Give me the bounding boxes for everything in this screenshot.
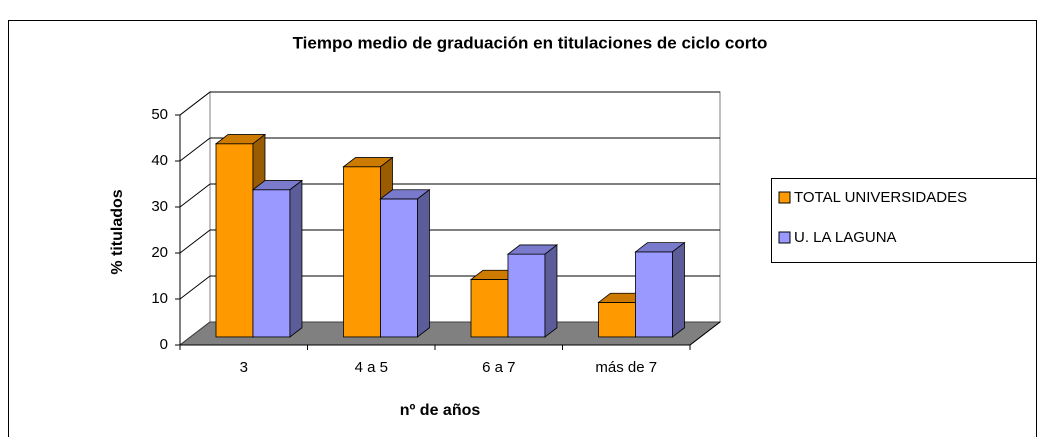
y-tick-label: 10: [151, 290, 168, 307]
grid-line-side: [179, 275, 211, 300]
bar: [470, 279, 509, 338]
grid-line-side: [179, 137, 211, 162]
grid-line-side: [179, 91, 211, 116]
chart-title: Tiempo medio de graduación en titulacion…: [293, 33, 768, 52]
y-tick-label: 0: [160, 336, 168, 353]
bar-side: [544, 244, 558, 338]
x-tick-label: 3: [240, 359, 248, 376]
side-wall: [179, 90, 211, 347]
bar: [507, 253, 546, 338]
legend-swatch: [778, 191, 791, 204]
y-axis-title: % titulados: [109, 189, 126, 274]
grid-line-side: [179, 229, 211, 254]
y-tick-label: 50: [151, 106, 168, 123]
bar-side: [289, 179, 303, 338]
bar: [598, 302, 636, 338]
x-axis-depth: [689, 321, 721, 346]
bar-side: [672, 241, 685, 338]
x-axis-title: nº de años: [400, 402, 481, 419]
x-tick-label: 6 a 7: [482, 359, 515, 376]
bar: [252, 189, 291, 338]
legend-label: TOTAL UNIVERSIDADES: [794, 189, 967, 206]
bar: [635, 251, 673, 338]
legend-label: U. LA LAGUNA: [794, 229, 897, 246]
bar-side: [417, 188, 430, 338]
y-tick-label: 30: [151, 198, 168, 215]
bar: [343, 166, 381, 338]
y-tick-label: 20: [151, 244, 168, 261]
x-tick-label: más de 7: [595, 359, 657, 376]
grid-line-side: [179, 183, 211, 208]
legend-swatch: [778, 231, 791, 244]
bar: [380, 198, 418, 338]
bar: [215, 143, 254, 338]
y-tick-label: 40: [151, 152, 168, 169]
legend-box: [771, 178, 1037, 263]
x-tick-label: 4 a 5: [355, 359, 388, 376]
